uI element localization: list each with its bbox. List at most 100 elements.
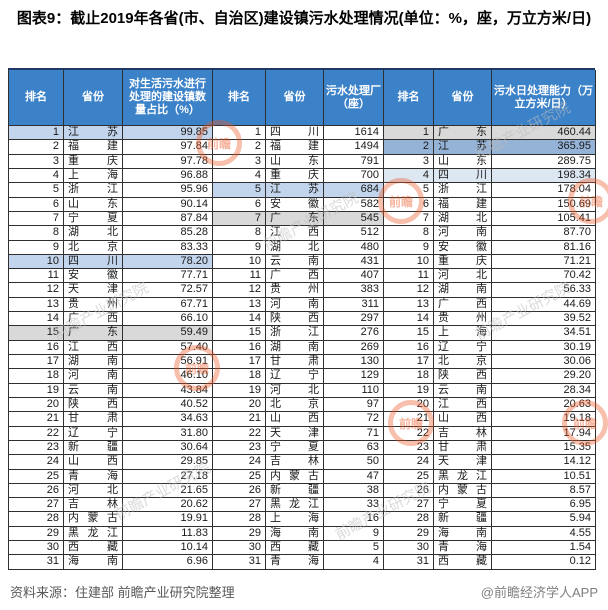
value-cell: 87.70 [492, 226, 596, 241]
rank-cell: 29 [213, 526, 266, 542]
rank-cell: 28 [9, 512, 64, 527]
province-cell: 新疆 [64, 440, 123, 456]
value-cell: 78.20 [123, 254, 213, 270]
value-cell: 95.96 [123, 183, 213, 198]
rank-cell: 12 [9, 283, 64, 298]
value-cell: 14.12 [492, 455, 596, 470]
province-cell: 江西 [434, 397, 492, 413]
value-cell: 56.33 [492, 283, 596, 298]
value-cell: 9 [324, 526, 384, 542]
province-cell: 海南 [64, 555, 123, 570]
rank-cell: 10 [384, 254, 434, 270]
province-cell: 福建 [266, 140, 324, 155]
value-cell: 31.80 [123, 426, 213, 441]
province-cell: 云南 [434, 383, 492, 398]
rank-cell: 9 [384, 240, 434, 255]
value-cell: 16 [324, 512, 384, 527]
value-cell: 66.10 [123, 312, 213, 327]
rank-cell: 17 [384, 355, 434, 370]
rank-cell: 13 [9, 297, 64, 313]
rank-cell: 15 [9, 326, 64, 341]
stats-grid: 排名 省份 对生活污水进行处理的建设镇数量占比（%） 排名 省份 污水处理厂（座） 排名 省份… [8, 68, 596, 570]
value-cell: 85.28 [123, 226, 213, 241]
value-cell: 99.85 [123, 126, 213, 141]
province-cell: 江西 [64, 340, 123, 355]
value-cell: 20.63 [492, 397, 596, 413]
rank-cell: 22 [9, 426, 64, 441]
province-cell: 河北 [64, 483, 123, 499]
rank-cell: 21 [9, 412, 64, 427]
page-title: 图表9：截止2019年各省(市、自治区)建设镇污水处理情况(单位：%，座，万立方… [16, 10, 592, 27]
rank-cell: 31 [9, 555, 64, 570]
province-cell: 北京 [434, 355, 492, 370]
rank-cell: 1 [213, 126, 266, 141]
province-cell: 福建 [434, 197, 492, 212]
province-cell: 河北 [434, 269, 492, 284]
value-cell: 70.42 [492, 269, 596, 284]
value-cell: 365.95 [492, 140, 596, 155]
province-cell: 上海 [266, 512, 324, 527]
province-cell: 广东 [434, 126, 492, 141]
rank-cell: 12 [213, 283, 266, 298]
province-cell: 辽宁 [266, 369, 324, 384]
value-cell: 72.57 [123, 283, 213, 298]
rank-cell: 16 [384, 340, 434, 355]
province-cell: 重庆 [434, 254, 492, 270]
province-cell: 山东 [266, 154, 324, 169]
source-note: 资料来源：住建部 前瞻产业研究院整理 [10, 585, 235, 600]
province-cell: 安徽 [434, 240, 492, 255]
province-cell: 上海 [434, 326, 492, 341]
province-cell: 山西 [434, 412, 492, 427]
value-cell: 71 [324, 426, 384, 441]
value-cell: 1.54 [492, 541, 596, 556]
rank-cell: 12 [384, 283, 434, 298]
rank-cell: 2 [9, 140, 64, 155]
province-cell: 北京 [64, 240, 123, 255]
value-cell: 1614 [324, 126, 384, 141]
rank-cell: 11 [213, 269, 266, 284]
value-cell: 97 [324, 397, 384, 413]
rank-cell: 6 [384, 197, 434, 212]
value-cell: 29.85 [123, 455, 213, 470]
rank-cell: 23 [213, 440, 266, 456]
rank-cell: 6 [9, 197, 64, 212]
province-cell: 江西 [266, 226, 324, 241]
province-cell: 福建 [64, 140, 123, 155]
rank-cell: 11 [384, 269, 434, 284]
rank-cell: 14 [9, 312, 64, 327]
province-cell: 陕西 [266, 312, 324, 327]
rank-cell: 8 [213, 226, 266, 241]
value-cell: 582 [324, 197, 384, 212]
province-cell: 西藏 [266, 541, 324, 556]
province-cell: 江苏 [64, 126, 123, 141]
province-cell: 陕西 [434, 369, 492, 384]
value-cell: 198.34 [492, 168, 596, 184]
province-cell: 青海 [434, 541, 492, 556]
rank-cell: 15 [384, 326, 434, 341]
value-cell: 63 [324, 440, 384, 456]
province-cell: 重庆 [266, 168, 324, 184]
value-cell: 71.21 [492, 254, 596, 270]
value-cell: 545 [324, 211, 384, 227]
province-cell: 湖北 [266, 240, 324, 255]
value-cell: 700 [324, 168, 384, 184]
value-cell: 40.52 [123, 397, 213, 413]
rank-cell: 5 [384, 183, 434, 198]
rank-cell: 18 [213, 369, 266, 384]
value-cell: 21.65 [123, 483, 213, 499]
value-cell: 30.64 [123, 440, 213, 456]
rank-cell: 28 [384, 512, 434, 527]
province-cell: 河南 [64, 369, 123, 384]
province-cell: 青海 [64, 469, 123, 484]
rank-cell: 8 [9, 226, 64, 241]
value-cell: 30.06 [492, 355, 596, 370]
value-cell: 97.84 [123, 140, 213, 155]
rank-cell: 22 [213, 426, 266, 441]
province-cell: 甘肃 [64, 412, 123, 427]
rank-cell: 16 [213, 340, 266, 355]
rank-cell: 4 [213, 168, 266, 184]
value-cell: 33 [324, 498, 384, 513]
rank-cell: 21 [384, 412, 434, 427]
rank-cell: 7 [384, 211, 434, 227]
